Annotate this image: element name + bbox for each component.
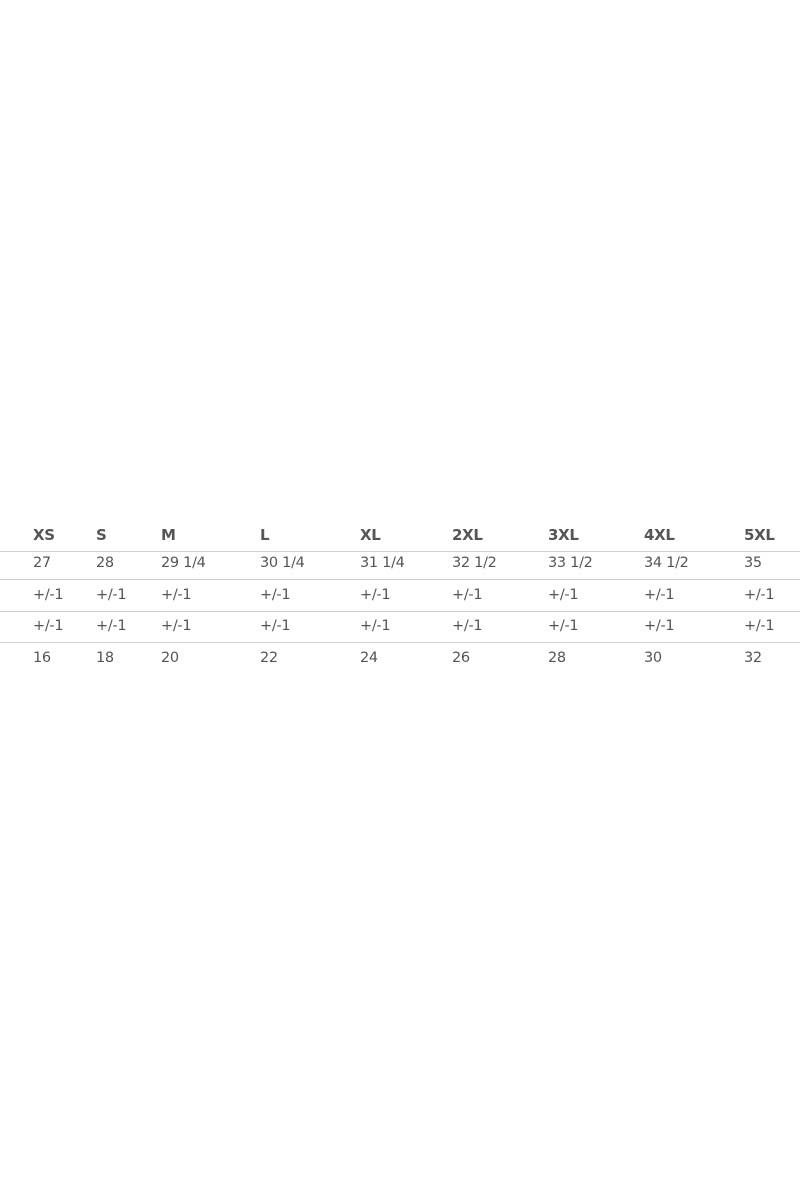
table-cell: +/-1 (260, 587, 291, 603)
table-row: +/-1 +/-1 +/-1 +/-1 +/-1 +/-1 +/-1 +/-1 +/-1 (0, 580, 800, 612)
table-cell: 22 (260, 650, 278, 666)
table-cell: 29 1/4 (161, 555, 206, 571)
table-cell: 16 (33, 650, 51, 666)
table-cell: 27 (33, 555, 51, 571)
table-cell: 32 1/2 (452, 555, 497, 571)
table-cell: +/-1 (161, 618, 192, 634)
column-header: S (96, 526, 107, 544)
table-cell: 30 1/4 (260, 555, 305, 571)
column-header: XL (360, 526, 381, 544)
table-cell: +/-1 (360, 587, 391, 603)
table-cell: 20 (161, 650, 179, 666)
table-cell: 18 (96, 650, 114, 666)
table-cell: +/-1 (96, 587, 127, 603)
table-cell: +/-1 (452, 618, 483, 634)
table-cell: +/-1 (33, 618, 64, 634)
column-header: 3XL (548, 526, 579, 544)
table-cell: +/-1 (33, 587, 64, 603)
table-cell: 30 (644, 650, 662, 666)
table-cell: +/-1 (161, 587, 192, 603)
table-cell: 32 (744, 650, 762, 666)
table-cell: +/-1 (744, 587, 775, 603)
table-cell: +/-1 (452, 587, 483, 603)
column-header: 2XL (452, 526, 483, 544)
table-cell: 34 1/2 (644, 555, 689, 571)
table-cell: 31 1/4 (360, 555, 405, 571)
table-row: +/-1 +/-1 +/-1 +/-1 +/-1 +/-1 +/-1 +/-1 +/-1 (0, 611, 800, 643)
table-cell: +/-1 (260, 618, 291, 634)
column-header: M (161, 526, 176, 544)
table-cell: +/-1 (744, 618, 775, 634)
column-header: 4XL (644, 526, 675, 544)
column-header: 5XL (744, 526, 775, 544)
table-row: 27 28 29 1/4 30 1/4 31 1/4 32 1/2 33 1/2 34 1/2… (0, 548, 800, 580)
table-cell: +/-1 (644, 618, 675, 634)
table-cell: +/-1 (360, 618, 391, 634)
table-cell: +/-1 (644, 587, 675, 603)
table-header-row: XS S M L XL 2XL 3XL 4XL 5XL (0, 520, 800, 552)
table-cell: +/-1 (548, 618, 579, 634)
table-cell: +/-1 (96, 618, 127, 634)
column-header: L (260, 526, 270, 544)
table-cell: 35 (744, 555, 762, 571)
table-cell: 28 (96, 555, 114, 571)
table-cell: 24 (360, 650, 378, 666)
table-cell: +/-1 (548, 587, 579, 603)
table-cell: 28 (548, 650, 566, 666)
column-header: XS (33, 526, 55, 544)
table-row: 16 18 20 22 24 26 28 30 32 (0, 643, 800, 674)
table-cell: 26 (452, 650, 470, 666)
table-cell: 33 1/2 (548, 555, 593, 571)
